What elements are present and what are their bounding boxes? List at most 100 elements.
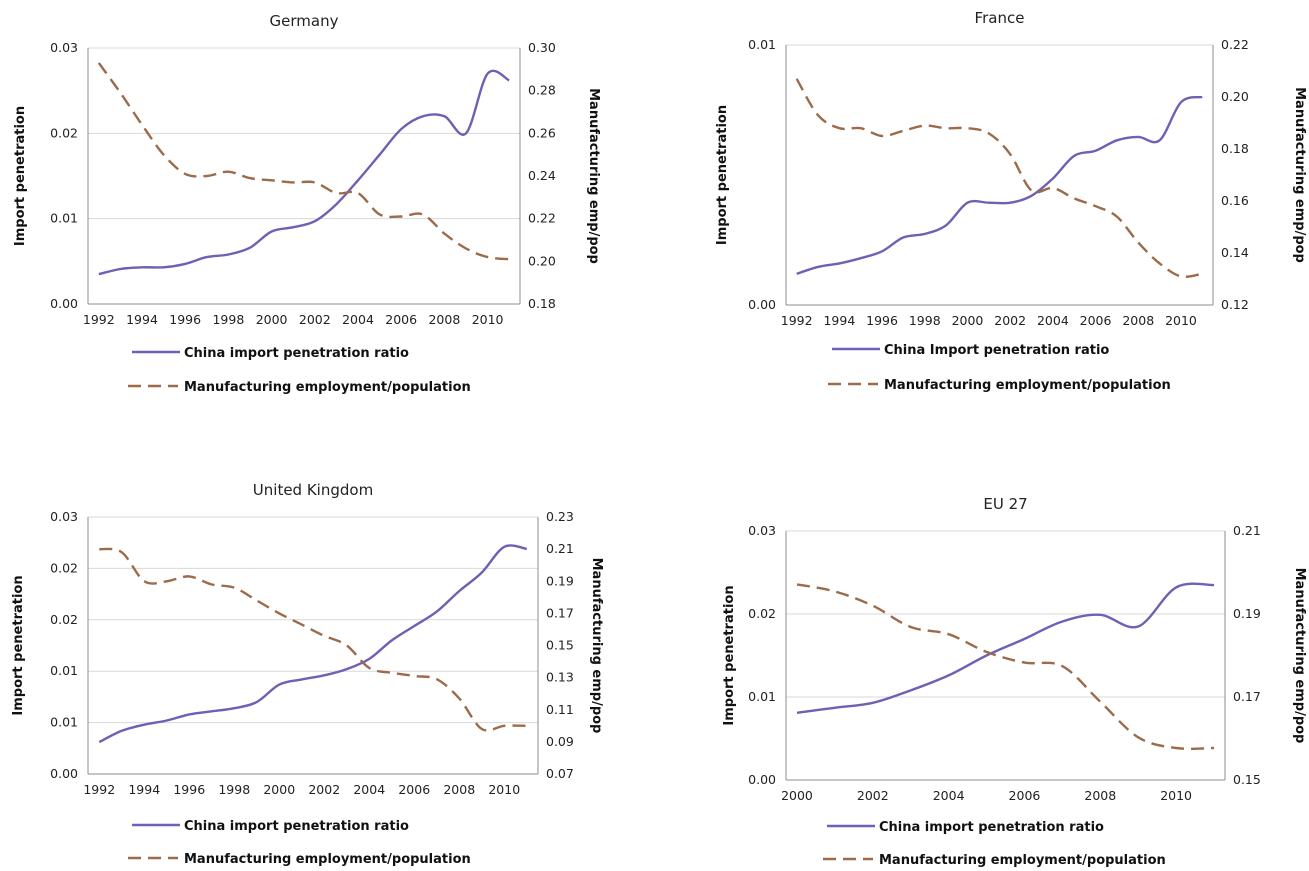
x-tick-label: 2010 [1160,788,1192,803]
y-left-tick-label: 0.02 [50,612,78,627]
y-left-tick-label: 0.01 [748,689,776,704]
x-tick-label: 2002 [299,312,331,327]
legend-label-manufacturing-emp-pop: Manufacturing employment/population [884,378,1171,393]
y-right-tick-label: 0.17 [1233,689,1261,704]
y-left-tick-label: 0.02 [748,606,776,621]
y-left-tick-label: 0.00 [50,766,78,781]
x-tick-label: 2010 [488,782,520,797]
chart-title: Germany [270,12,339,30]
x-tick-label: 2000 [952,313,984,328]
x-tick-label: 2006 [385,312,417,327]
y-left-tick-label: 0.01 [50,211,78,226]
x-tick-label: 2004 [933,788,965,803]
x-tick-label: 2000 [263,782,295,797]
y-right-tick-label: 0.24 [528,168,556,183]
x-tick-label: 1998 [909,313,941,328]
y-right-tick-label: 0.07 [546,766,574,781]
y-right-tick-label: 0.22 [528,211,556,226]
y-right-tick-label: 0.20 [1221,89,1249,104]
y-right-tick-label: 0.18 [1221,141,1249,156]
y-left-axis-label: Import penetration [715,105,730,245]
legend-label-manufacturing-emp-pop: Manufacturing employment/population [879,853,1166,868]
y-right-tick-label: 0.09 [546,734,574,749]
x-tick-label: 2008 [428,312,460,327]
y-right-tick-label: 0.13 [546,670,574,685]
y-left-tick-label: 0.00 [50,296,78,311]
x-tick-label: 2008 [443,782,475,797]
y-right-tick-label: 0.16 [1221,193,1249,208]
x-tick-label: 2006 [1009,788,1041,803]
chart-title: United Kingdom [253,481,373,499]
x-tick-label: 2008 [1084,788,1116,803]
y-right-tick-label: 0.18 [528,296,556,311]
x-tick-label: 1998 [212,312,244,327]
y-left-axis-label: Import penetration [11,575,26,715]
legend-label-import-penetration: China import penetration ratio [184,819,409,834]
series-line-import-penetration [796,95,1203,275]
y-right-tick-label: 0.21 [546,541,574,556]
x-tick-label: 1992 [83,782,115,797]
y-right-tick-label: 0.11 [546,702,574,717]
y-left-axis-label: Import penetration [722,585,737,725]
legend-label-import-penetration: China Import penetration ratio [884,343,1109,358]
x-tick-label: 1994 [126,312,158,327]
x-tick-label: 2002 [857,788,889,803]
y-left-tick-label: 0.01 [748,37,776,52]
x-tick-label: 2006 [398,782,430,797]
series-line-import-penetration [98,69,510,276]
x-tick-label: 1996 [173,782,205,797]
y-left-tick-label: 0.03 [50,509,78,524]
x-tick-label: 2008 [1122,313,1154,328]
y-left-tick-label: 0.01 [50,663,78,678]
x-tick-label: 1994 [823,313,855,328]
y-left-tick-label: 0.02 [50,560,78,575]
y-right-tick-label: 0.23 [546,509,574,524]
y-right-axis-label: Manufacturing emp/pop [1292,87,1307,263]
x-tick-label: 1992 [83,312,115,327]
series-line-manufacturing-emp-pop [796,583,1215,750]
y-right-tick-label: 0.30 [528,40,556,55]
y-right-tick-label: 0.20 [528,253,556,268]
x-tick-label: 2002 [994,313,1026,328]
x-tick-label: 1992 [781,313,813,328]
legend-label-manufacturing-emp-pop: Manufacturing employment/population [184,852,471,867]
x-tick-label: 2006 [1080,313,1112,328]
y-left-tick-label: 0.03 [748,523,776,538]
legend-label-manufacturing-emp-pop: Manufacturing employment/population [184,380,471,395]
y-right-tick-label: 0.17 [546,605,574,620]
y-right-tick-label: 0.21 [1233,523,1261,538]
y-left-tick-label: 0.03 [50,40,78,55]
y-left-tick-label: 0.00 [748,772,776,787]
y-right-tick-label: 0.19 [1233,606,1261,621]
y-right-axis-label: Manufacturing emp/pop [586,88,601,264]
series-line-import-penetration [98,544,528,744]
x-tick-label: 1994 [128,782,160,797]
y-left-tick-label: 0.00 [748,297,776,312]
x-tick-label: 2004 [342,312,374,327]
y-right-axis-label: Manufacturing emp/pop [1292,568,1307,744]
y-right-tick-label: 0.22 [1221,37,1249,52]
x-tick-label: 1998 [218,782,250,797]
x-tick-label: 1996 [866,313,898,328]
chart-title: EU 27 [983,495,1027,513]
x-tick-label: 2000 [781,788,813,803]
y-left-tick-label: 0.01 [50,715,78,730]
y-left-axis-label: Import penetration [13,106,28,246]
y-left-tick-label: 0.02 [50,125,78,140]
y-right-tick-label: 0.15 [1233,772,1261,787]
chart-title: France [975,9,1025,27]
legend-label-import-penetration: China import penetration ratio [879,820,1104,835]
x-tick-label: 1996 [169,312,201,327]
y-right-tick-label: 0.26 [528,125,556,140]
y-right-tick-label: 0.28 [528,83,556,98]
y-right-tick-label: 0.19 [546,573,574,588]
x-tick-label: 2004 [1037,313,1069,328]
x-tick-label: 2000 [256,312,288,327]
